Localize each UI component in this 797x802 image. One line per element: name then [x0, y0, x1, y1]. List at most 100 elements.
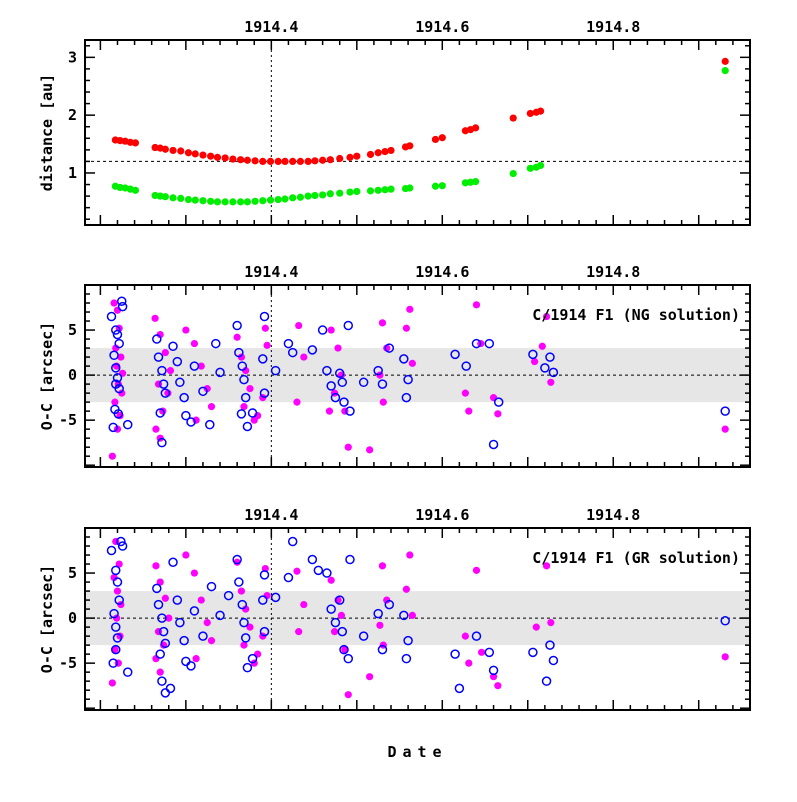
data-point-ra	[118, 389, 126, 397]
data-point-ra	[327, 576, 335, 584]
data-point-ra	[112, 344, 120, 352]
data-point-delta	[213, 198, 222, 206]
data-point-ra	[108, 679, 116, 687]
data-point-ra	[472, 301, 481, 309]
data-point-ra	[152, 562, 160, 570]
x-tick-label: 1914.6	[415, 506, 469, 524]
data-point-dec	[377, 644, 388, 655]
data-point-dec	[181, 656, 191, 667]
data-point-ra	[113, 587, 122, 595]
y-tick-label: 1	[68, 164, 77, 182]
data-point-ra	[531, 357, 539, 366]
data-point-dec	[155, 649, 165, 659]
data-point-delta	[326, 190, 334, 198]
plot-frame	[84, 284, 751, 468]
data-point-r	[274, 157, 282, 166]
data-point-delta	[236, 198, 245, 206]
plot-frame	[84, 527, 751, 711]
data-point-dec	[258, 595, 268, 605]
data-point-delta	[406, 184, 414, 192]
data-point-dec	[247, 653, 258, 664]
data-point-dec	[326, 381, 336, 391]
data-point-ra	[190, 339, 199, 348]
data-point-r	[207, 152, 215, 160]
data-point-ra	[379, 398, 387, 406]
data-point-delta	[431, 182, 440, 190]
data-point-ra	[111, 646, 119, 654]
plot-frame	[84, 39, 751, 226]
data-point-ra	[240, 403, 248, 411]
data-point-r	[251, 157, 259, 165]
data-point-dec	[211, 338, 221, 349]
y-tick-label: 5	[68, 321, 77, 339]
data-point-dec	[168, 557, 178, 567]
data-point-ra	[197, 362, 205, 370]
data-point-dec	[242, 662, 253, 673]
data-point-ra	[110, 573, 118, 582]
data-point-dec	[109, 350, 119, 361]
data-point-ra	[378, 562, 387, 570]
data-point-r	[536, 107, 545, 115]
data-point-delta	[296, 193, 304, 201]
data-point-dec	[152, 334, 162, 344]
data-point-dec	[106, 545, 117, 556]
data-point-dec	[122, 419, 133, 430]
data-point-ra	[337, 611, 346, 619]
data-point-ra	[113, 614, 121, 622]
data-point-delta	[353, 187, 361, 196]
data-point-ra	[489, 673, 498, 681]
data-point-r	[326, 156, 334, 164]
data-point-ra	[237, 587, 246, 595]
data-point-delta	[387, 185, 395, 193]
data-point-dec	[198, 386, 208, 397]
data-point-dec	[334, 368, 345, 379]
data-point-dec	[160, 388, 171, 398]
data-point-dec	[334, 595, 345, 605]
data-point-delta	[509, 169, 517, 178]
data-point-dec	[112, 577, 123, 587]
data-point-r	[281, 157, 289, 166]
data-point-ra	[478, 648, 486, 656]
data-point-r	[311, 157, 319, 165]
y-axis-label: O-C [arcsec]	[38, 322, 56, 430]
data-point-dec	[540, 363, 550, 373]
data-point-dec	[106, 311, 117, 322]
data-point-dec	[720, 616, 730, 626]
data-point-delta	[177, 194, 185, 203]
data-point-delta	[221, 198, 229, 206]
data-point-dec	[234, 577, 244, 587]
data-point-ra	[151, 314, 159, 322]
data-point-dec	[493, 397, 504, 407]
data-point-dec	[242, 421, 253, 432]
data-point-ra	[542, 562, 551, 570]
data-point-ra	[261, 324, 269, 332]
data-point-dec	[358, 377, 369, 388]
data-point-ra	[406, 305, 414, 313]
data-point-ra	[494, 410, 502, 418]
data-point-r	[472, 124, 480, 132]
data-point-dec	[165, 683, 176, 694]
data-point-dec	[111, 644, 121, 655]
data-point-ra	[293, 398, 301, 406]
data-point-ra	[165, 614, 173, 622]
data-point-ra	[341, 646, 349, 654]
data-point-ra	[242, 605, 250, 613]
data-point-dec	[237, 361, 248, 371]
data-point-ra	[156, 578, 164, 586]
data-point-ra	[152, 425, 160, 433]
data-point-dec	[160, 688, 171, 698]
data-point-dec	[339, 397, 349, 407]
data-point-dec	[157, 365, 167, 376]
data-point-dec	[283, 572, 294, 583]
data-point-ra	[197, 596, 205, 604]
data-point-r	[346, 153, 354, 161]
data-point-ra	[203, 619, 211, 627]
data-point-delta	[472, 178, 480, 186]
data-point-ra	[161, 348, 169, 357]
data-point-dec	[234, 347, 244, 358]
data-point-ra	[190, 569, 199, 577]
data-point-ra	[156, 668, 164, 676]
data-point-dec	[172, 356, 183, 367]
data-point-dec	[236, 409, 247, 419]
data-point-dec	[307, 554, 318, 565]
